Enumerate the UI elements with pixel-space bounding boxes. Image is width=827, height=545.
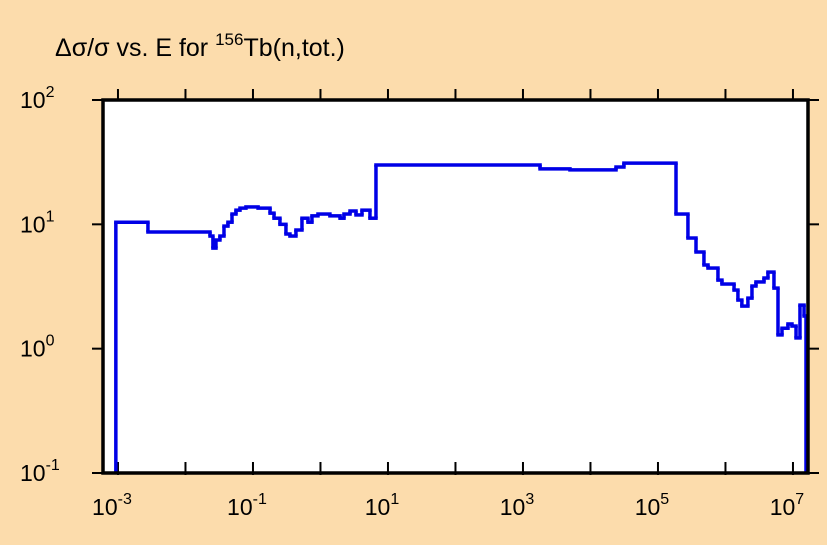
tick-label-exponent: 0 bbox=[46, 333, 55, 350]
tick-label-exponent: -3 bbox=[118, 491, 132, 508]
tick-label: 102 bbox=[20, 84, 55, 113]
tick-label-exponent: 5 bbox=[660, 491, 669, 508]
tick-label-exponent: -1 bbox=[253, 491, 267, 508]
tick-label-base: 10 bbox=[770, 494, 796, 520]
tick-label-exponent: 1 bbox=[46, 208, 55, 225]
tick-label: 101 bbox=[365, 491, 400, 520]
tick-label: 10-3 bbox=[92, 491, 132, 520]
tick-label: 10-1 bbox=[227, 491, 267, 520]
tick-label: 103 bbox=[500, 491, 535, 520]
tick-label: 101 bbox=[20, 208, 55, 237]
chart-title: Δσ/σ vs. E for 156Tb(n,tot.) bbox=[55, 30, 345, 62]
tick-label: 10-1 bbox=[20, 457, 60, 486]
tick-label: 100 bbox=[20, 333, 55, 362]
tick-label-base: 10 bbox=[20, 87, 46, 113]
tick-label-exponent: -1 bbox=[46, 457, 60, 474]
tick-label-base: 10 bbox=[500, 494, 526, 520]
title-superscript: 156 bbox=[215, 30, 243, 49]
tick-label: 107 bbox=[770, 491, 805, 520]
tick-label-base: 10 bbox=[635, 494, 661, 520]
title-part: Δσ/σ vs. E for bbox=[55, 34, 215, 62]
tick-label-exponent: 3 bbox=[525, 491, 534, 508]
tick-label-exponent: 7 bbox=[795, 491, 804, 508]
tick-label-base: 10 bbox=[227, 494, 253, 520]
series bbox=[114, 161, 808, 473]
plot-area bbox=[103, 100, 808, 473]
tick-label-exponent: 2 bbox=[46, 84, 55, 101]
tick-label-base: 10 bbox=[365, 494, 391, 520]
tick-label-base: 10 bbox=[20, 460, 46, 486]
plot-frame bbox=[101, 98, 810, 475]
tick-label-base: 10 bbox=[20, 336, 46, 362]
tick-label-exponent: 1 bbox=[390, 491, 399, 508]
tick-label-base: 10 bbox=[20, 211, 46, 237]
tick-label-base: 10 bbox=[92, 494, 118, 520]
tick-label: 105 bbox=[635, 491, 670, 520]
title-part: Tb(n,tot.) bbox=[243, 34, 344, 62]
